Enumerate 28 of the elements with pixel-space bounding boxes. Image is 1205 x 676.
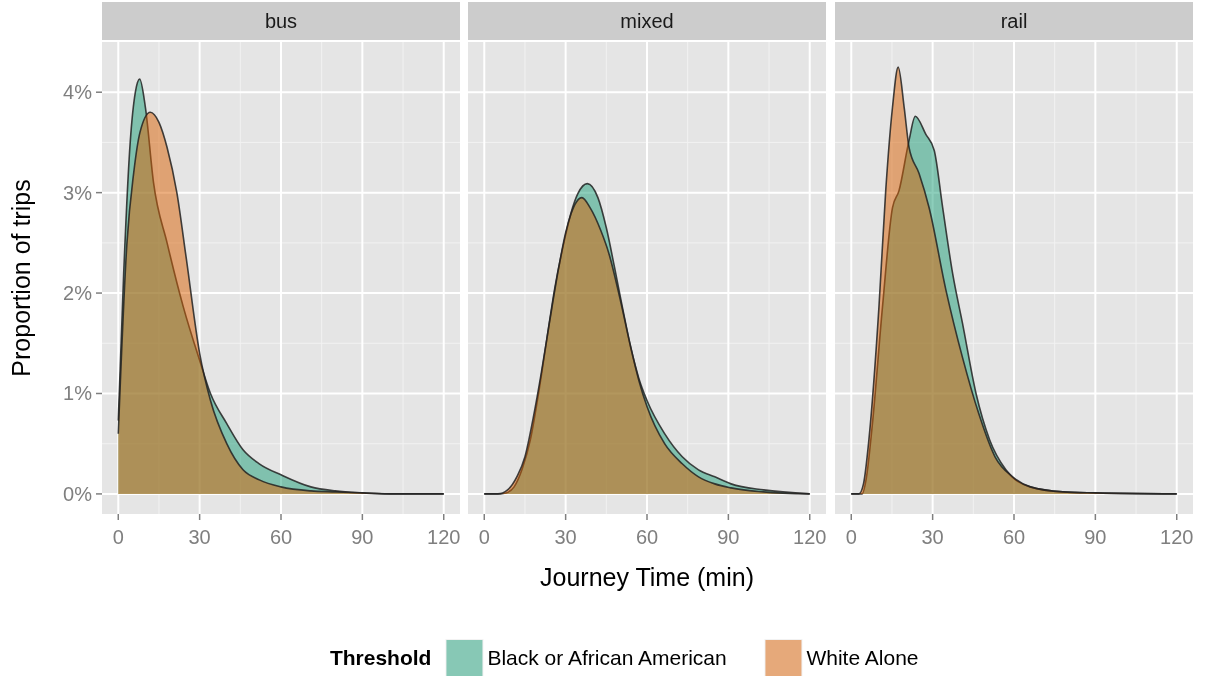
y-tick-label: 3%: [63, 181, 93, 204]
chart-title: mixed: [620, 10, 674, 32]
x-tick-label: 120: [1160, 526, 1194, 548]
y-axis-title: Proportion of trips: [7, 179, 35, 377]
chart-title: rail: [1000, 10, 1028, 32]
x-tick-label: 30: [554, 526, 577, 548]
x-tick-label: 90: [351, 526, 374, 548]
x-tick-label: 30: [188, 526, 211, 548]
x-tick-label: 0: [478, 526, 490, 548]
y-tick-label: 2%: [63, 282, 93, 305]
y-tick-label: 0%: [63, 482, 93, 505]
x-tick-label: 60: [635, 526, 659, 548]
x-tick-label: 0: [112, 526, 124, 548]
chart-title: bus: [264, 10, 298, 32]
x-tick-label: 60: [1002, 526, 1026, 548]
x-tick-label: 90: [717, 526, 740, 548]
x-tick-label: 0: [845, 526, 857, 548]
y-tick-label: 1%: [63, 382, 93, 405]
x-tick-label: 120: [793, 526, 827, 548]
x-tick-label: 60: [269, 526, 293, 548]
x-tick-label: 120: [427, 526, 461, 548]
x-axis-title: Journey Time (min): [540, 563, 754, 591]
legend-label: Black or African American: [487, 646, 727, 670]
y-tick-label: 4%: [63, 81, 93, 104]
x-tick-label: 90: [1084, 526, 1107, 548]
legend-label: White Alone: [806, 646, 919, 670]
x-tick-label: 30: [921, 526, 944, 548]
legend-title: Threshold: [329, 646, 432, 670]
